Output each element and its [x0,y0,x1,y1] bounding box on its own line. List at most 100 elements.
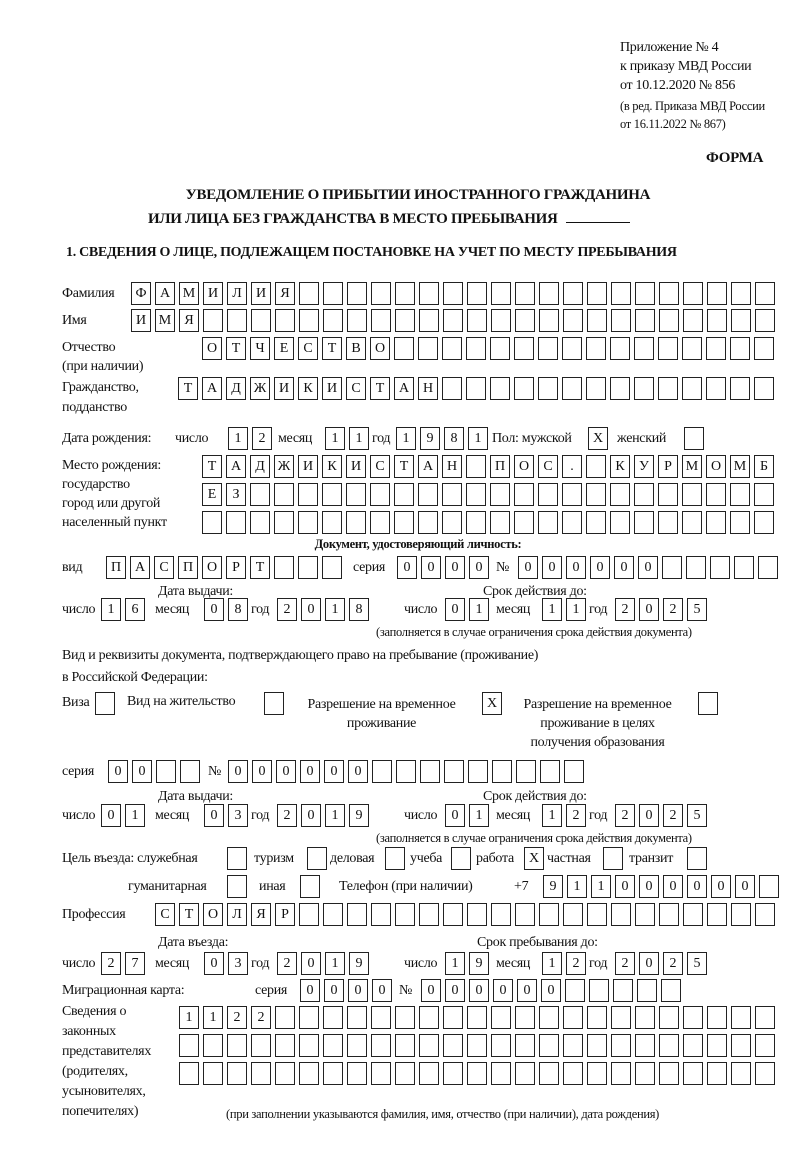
char-box[interactable] [707,282,727,305]
char-box[interactable] [611,1062,631,1085]
char-box[interactable] [347,903,367,926]
char-box[interactable] [467,282,487,305]
char-box[interactable] [635,1062,655,1085]
char-box[interactable] [372,760,392,783]
char-box[interactable] [467,1062,487,1085]
char-box[interactable]: 1 [566,598,586,621]
char-box[interactable] [731,903,751,926]
char-box[interactable] [682,483,702,506]
char-box[interactable] [731,282,751,305]
char-box[interactable] [659,903,679,926]
char-box[interactable]: 0 [228,760,248,783]
char-box[interactable] [587,1062,607,1085]
char-box[interactable]: 0 [324,760,344,783]
char-box[interactable] [323,903,343,926]
char-box[interactable]: 0 [639,875,659,898]
char-box[interactable]: 0 [614,556,634,579]
char-box[interactable]: 2 [615,952,635,975]
char-box[interactable] [275,1034,295,1057]
char-box[interactable] [299,1062,319,1085]
char-box[interactable]: К [322,455,342,478]
char-box[interactable] [564,760,584,783]
char-box[interactable] [634,337,654,360]
char-box[interactable] [444,760,464,783]
char-box[interactable]: П [178,556,198,579]
char-box[interactable] [419,1034,439,1057]
char-box[interactable] [634,377,654,400]
char-box[interactable]: С [538,455,558,478]
char-box[interactable] [658,337,678,360]
char-box[interactable] [274,556,294,579]
char-box[interactable]: 0 [397,556,417,579]
char-box[interactable]: 0 [300,760,320,783]
char-box[interactable]: Д [226,377,246,400]
char-box[interactable] [307,847,327,870]
char-box[interactable] [730,337,750,360]
char-box[interactable]: 6 [125,598,145,621]
char-box[interactable]: И [251,282,271,305]
char-box[interactable] [466,483,486,506]
char-box[interactable]: 0 [639,804,659,827]
char-box[interactable]: 9 [349,804,369,827]
char-box[interactable] [562,511,582,534]
char-box[interactable] [299,1034,319,1057]
char-box[interactable] [515,282,535,305]
char-box[interactable]: Ф [131,282,151,305]
char-box[interactable] [754,483,774,506]
char-box[interactable] [603,847,623,870]
char-box[interactable] [491,1062,511,1085]
char-box[interactable] [443,1034,463,1057]
char-box[interactable] [538,337,558,360]
char-box[interactable] [687,847,707,870]
char-box[interactable] [539,1034,559,1057]
char-box[interactable] [587,282,607,305]
char-box[interactable] [346,511,366,534]
char-box[interactable] [611,1034,631,1057]
char-box[interactable] [610,511,630,534]
char-box[interactable]: Т [226,337,246,360]
char-box[interactable] [490,511,510,534]
char-box[interactable] [443,282,463,305]
char-box[interactable]: Н [418,377,438,400]
char-box[interactable] [515,1034,535,1057]
char-box[interactable] [395,309,415,332]
char-box[interactable]: 2 [101,952,121,975]
char-box[interactable] [683,282,703,305]
char-box[interactable] [706,337,726,360]
char-box[interactable]: 0 [204,598,224,621]
char-box[interactable] [394,483,414,506]
char-box[interactable] [394,337,414,360]
char-box[interactable]: 1 [325,804,345,827]
char-box[interactable] [613,979,633,1002]
char-box[interactable] [300,875,320,898]
char-box[interactable] [563,1034,583,1057]
char-box[interactable]: 0 [421,556,441,579]
char-box[interactable] [634,511,654,534]
char-box[interactable] [371,282,391,305]
char-box[interactable]: О [203,903,223,926]
char-box[interactable] [682,377,702,400]
char-box[interactable] [539,1006,559,1029]
char-box[interactable]: 2 [251,1006,271,1029]
char-box[interactable] [323,309,343,332]
char-box[interactable] [683,1034,703,1057]
char-box[interactable]: 1 [542,804,562,827]
char-box[interactable] [563,903,583,926]
char-box[interactable] [466,337,486,360]
char-box[interactable] [371,1006,391,1029]
char-box[interactable] [227,1034,247,1057]
char-box[interactable] [683,1006,703,1029]
char-box[interactable] [586,483,606,506]
char-box[interactable] [203,1034,223,1057]
char-box[interactable] [562,483,582,506]
char-box[interactable] [443,309,463,332]
char-box[interactable] [707,1006,727,1029]
char-box[interactable]: Ж [250,377,270,400]
char-box[interactable] [322,483,342,506]
char-box[interactable]: И [346,455,366,478]
char-box[interactable] [754,337,774,360]
char-box[interactable]: Л [227,282,247,305]
char-box[interactable] [180,760,200,783]
char-box[interactable] [515,1062,535,1085]
char-box[interactable] [442,377,462,400]
